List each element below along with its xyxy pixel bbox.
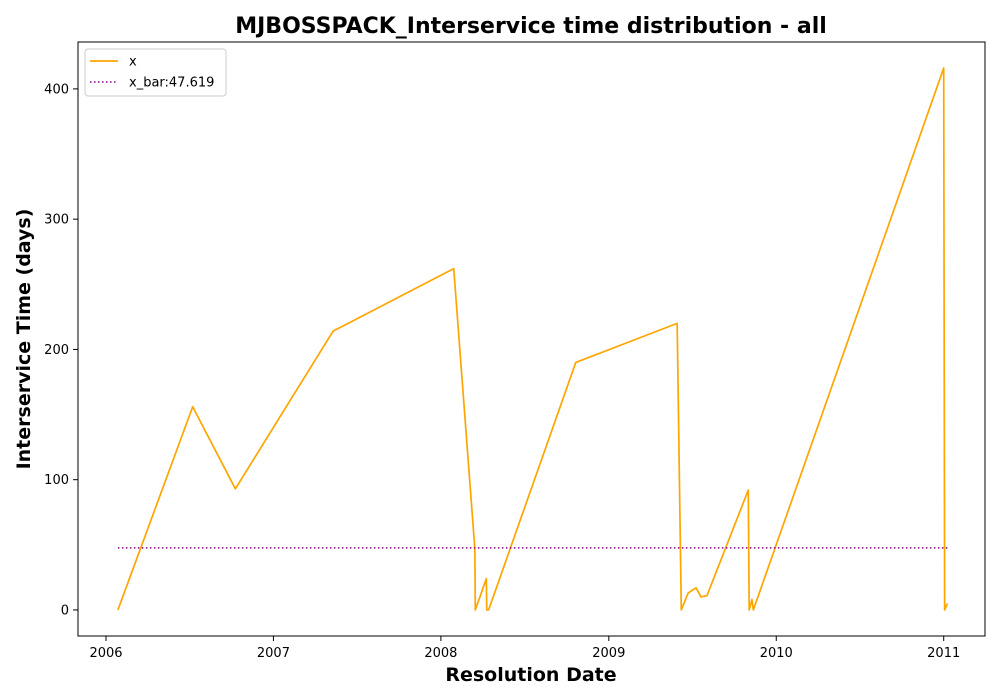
plot-area — [117, 67, 949, 611]
legend-label-0: x — [129, 55, 137, 70]
x-tick-label: 2008 — [424, 646, 457, 661]
y-tick-label: 300 — [44, 213, 69, 228]
y-tick-label: 200 — [44, 343, 69, 358]
y-tick-label: 0 — [61, 603, 69, 618]
x-tick-label: 2009 — [592, 646, 625, 661]
y-axis-label: Interservice Time (days) — [13, 209, 35, 470]
axis-ticks: 2006 2007 2008 2009 2010 2011 0 100 200 300 400 — [44, 82, 960, 661]
legend-box — [84, 48, 227, 97]
chart-title: MJBOSSPACK_Interservice time distributio… — [235, 14, 827, 39]
legend-label-1: x_bar:47.619 — [129, 76, 214, 91]
series-line-0 — [117, 67, 949, 611]
x-axis-label: Resolution Date — [445, 664, 616, 686]
x-tick-label: 2007 — [257, 646, 290, 661]
x-tick-label: 2010 — [760, 646, 793, 661]
plot-frame — [77, 41, 986, 637]
y-tick-label: 400 — [44, 82, 69, 97]
legend: x x_bar:47.619 — [84, 48, 227, 97]
y-tick-label: 100 — [44, 473, 69, 488]
x-tick-label: 2011 — [927, 646, 960, 661]
x-tick-label: 2006 — [89, 646, 122, 661]
